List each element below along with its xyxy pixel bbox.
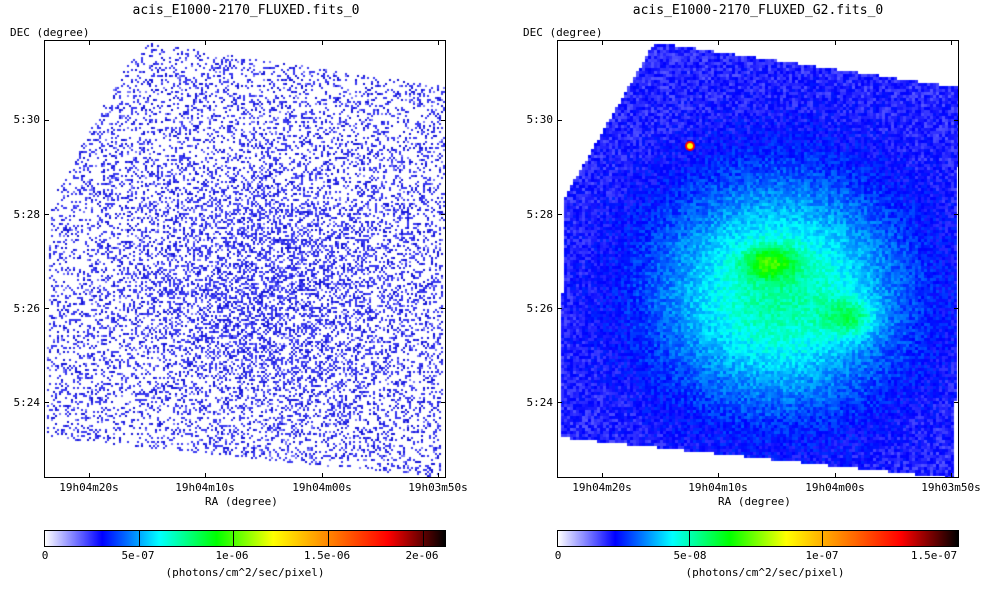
left-ytick-530: 5:30 — [13, 113, 41, 126]
right-smoothed-image[interactable] — [558, 41, 958, 477]
axis-tick-mark — [322, 473, 323, 478]
left-cbtick-0: 0 — [41, 549, 49, 562]
axis-tick-mark — [89, 40, 90, 45]
right-xtick-0410: 19h04m10s — [688, 481, 748, 494]
left-colorbar-mark — [139, 531, 140, 546]
axis-tick-mark — [44, 308, 49, 309]
left-ytick-526: 5:26 — [13, 302, 41, 315]
right-colorbar — [557, 530, 959, 547]
axis-tick-mark — [835, 40, 836, 45]
right-xtick-0420: 19h04m20s — [572, 481, 632, 494]
left-ra-axis-label: RA (degree) — [205, 495, 278, 508]
axis-tick-mark — [557, 308, 562, 309]
axis-tick-mark — [954, 402, 959, 403]
left-panel-title: acis_E1000-2170_FLUXED.fits_0 — [132, 3, 360, 18]
right-cbtick-0: 0 — [554, 549, 562, 562]
right-ytick-526: 5:26 — [526, 302, 554, 315]
left-colorbar-mark — [233, 531, 234, 546]
axis-tick-mark — [44, 402, 49, 403]
axis-tick-mark — [441, 120, 446, 121]
axis-tick-mark — [951, 40, 952, 45]
left-ytick-528: 5:28 — [13, 208, 41, 221]
axis-tick-mark — [951, 473, 952, 478]
right-cbtick-1e07: 1e-07 — [805, 549, 839, 562]
axis-tick-mark — [205, 473, 206, 478]
right-panel-title: acis_E1000-2170_FLUXED_G2.fits_0 — [632, 3, 884, 18]
right-dec-axis-label: DEC (degree) — [523, 26, 603, 39]
left-image-frame[interactable] — [44, 40, 446, 478]
axis-tick-mark — [438, 473, 439, 478]
left-xtick-0400: 19h04m00s — [292, 481, 352, 494]
axis-tick-mark — [602, 40, 603, 45]
axis-tick-mark — [602, 473, 603, 478]
axis-tick-mark — [954, 120, 959, 121]
left-xtick-0410: 19h04m10s — [175, 481, 235, 494]
axis-tick-mark — [718, 40, 719, 45]
left-cbtick-1e06: 1e-06 — [215, 549, 249, 562]
axis-tick-mark — [89, 473, 90, 478]
right-ra-axis-label: RA (degree) — [718, 495, 791, 508]
right-xtick-0400: 19h04m00s — [805, 481, 865, 494]
right-cbtick-5e08: 5e-08 — [673, 549, 707, 562]
right-colorbar-unit: (photons/cm^2/sec/pixel) — [685, 566, 845, 579]
left-colorbar — [44, 530, 446, 547]
axis-tick-mark — [557, 214, 562, 215]
axis-tick-mark — [557, 402, 562, 403]
axis-tick-mark — [954, 308, 959, 309]
left-dec-axis-label: DEC (degree) — [10, 26, 90, 39]
axis-tick-mark — [322, 40, 323, 45]
right-colorbar-mark — [822, 531, 823, 546]
right-ytick-530: 5:30 — [526, 113, 554, 126]
left-cbtick-5e07: 5e-07 — [121, 549, 155, 562]
axis-tick-mark — [557, 120, 562, 121]
right-ytick-528: 5:28 — [526, 208, 554, 221]
left-colorbar-mark — [423, 531, 424, 546]
right-xtick-0350: 19h03m50s — [921, 481, 981, 494]
axis-tick-mark — [441, 308, 446, 309]
right-cbtick-15e07: 1.5e-07 — [910, 549, 958, 562]
axis-tick-mark — [438, 40, 439, 45]
left-cbtick-15e06: 1.5e-06 — [303, 549, 351, 562]
left-xtick-0350: 19h03m50s — [408, 481, 468, 494]
right-colorbar-mark — [689, 531, 690, 546]
axis-tick-mark — [44, 214, 49, 215]
left-fluxed-image[interactable] — [45, 41, 445, 477]
axis-tick-mark — [441, 214, 446, 215]
axis-tick-mark — [441, 402, 446, 403]
axis-tick-mark — [954, 214, 959, 215]
axis-tick-mark — [44, 120, 49, 121]
axis-tick-mark — [835, 473, 836, 478]
axis-tick-mark — [718, 473, 719, 478]
left-ytick-524: 5:24 — [13, 396, 41, 409]
axis-tick-mark — [205, 40, 206, 45]
right-ytick-524: 5:24 — [526, 396, 554, 409]
right-image-frame[interactable] — [557, 40, 959, 478]
left-colorbar-mark — [328, 531, 329, 546]
left-colorbar-unit: (photons/cm^2/sec/pixel) — [165, 566, 325, 579]
left-xtick-0420: 19h04m20s — [59, 481, 119, 494]
left-cbtick-2e06: 2e-06 — [405, 549, 439, 562]
